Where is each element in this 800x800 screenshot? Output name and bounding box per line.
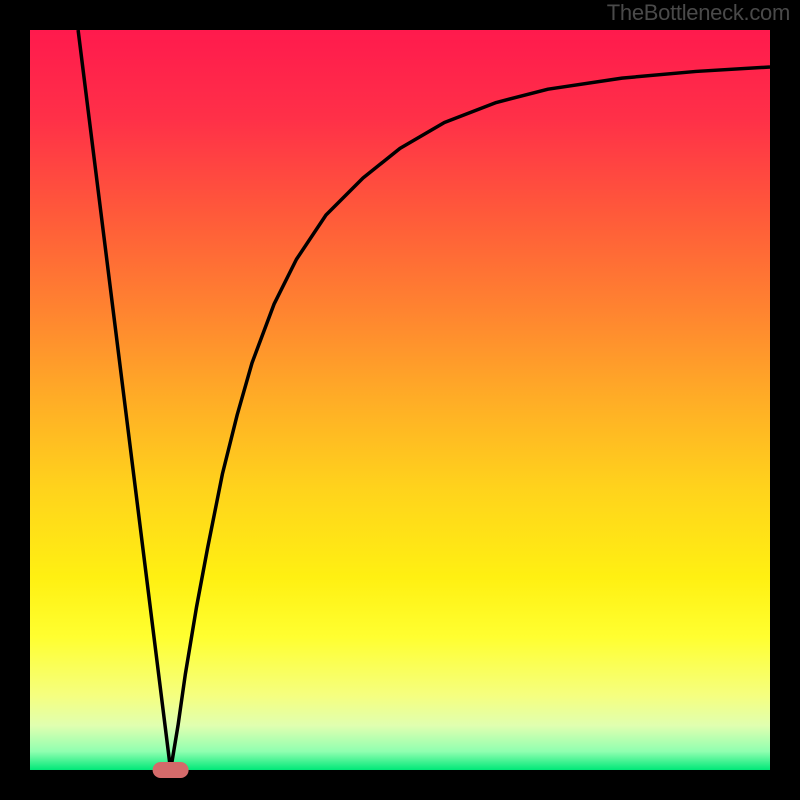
chart-container: TheBottleneck.com: [0, 0, 800, 800]
vertex-marker: [153, 762, 189, 778]
plot-background: [30, 30, 770, 770]
watermark-text: TheBottleneck.com: [607, 0, 790, 26]
chart-svg: [0, 0, 800, 800]
